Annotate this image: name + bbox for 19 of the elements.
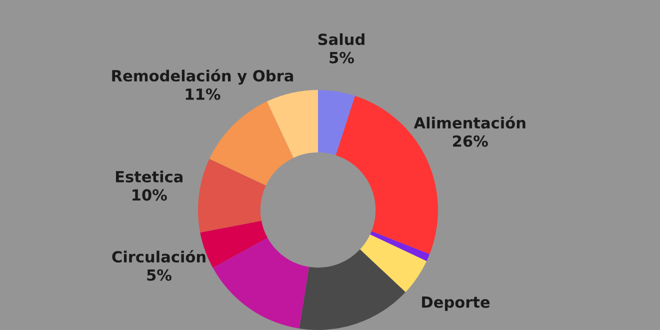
donut-slice xyxy=(299,249,406,330)
slice-label: Alimentación xyxy=(414,116,526,129)
slice-label: Estetica xyxy=(116,170,182,182)
slice-label: Salud xyxy=(318,33,364,46)
slice-label: Circulación xyxy=(112,250,206,263)
data-label: 26% xyxy=(453,135,488,147)
data-label: 11% xyxy=(186,88,220,100)
data-label: 5% xyxy=(147,269,172,281)
donut-slice xyxy=(212,238,309,329)
donut-slice xyxy=(209,101,294,186)
slice-label: Remodelación y Obra xyxy=(112,69,293,85)
donut-slice xyxy=(198,158,266,232)
slice-label: Deporte xyxy=(422,296,490,311)
donut-slice xyxy=(266,90,318,158)
donut-slice xyxy=(318,90,356,156)
donut-slice xyxy=(360,234,427,292)
data-label: 10% xyxy=(132,189,167,201)
data-label: 5% xyxy=(330,52,354,64)
donut-slice xyxy=(370,231,430,262)
